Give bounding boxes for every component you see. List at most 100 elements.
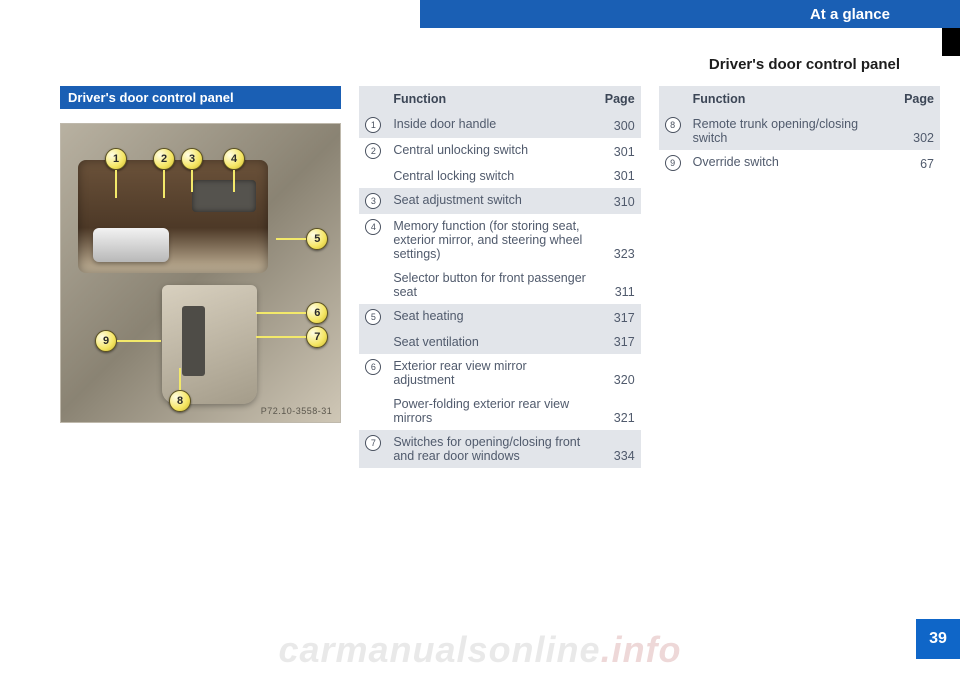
callout-line (115, 170, 117, 198)
callout-1: 1 (105, 148, 127, 170)
watermark: carmanualsonline.info (0, 629, 960, 671)
column-left: Driver's door control panel 1 2 3 4 5 6 (60, 86, 341, 468)
index-circle: 8 (665, 117, 681, 133)
watermark-main: carmanualsonline (278, 629, 600, 670)
row-index-cell (359, 330, 387, 354)
row-function-cell: Seat ventilation (387, 330, 596, 354)
header-function: Function (687, 86, 896, 112)
row-page-cell: 302 (896, 112, 940, 150)
callout-2: 2 (153, 148, 175, 170)
callout-8: 8 (169, 390, 191, 412)
header-page: Page (896, 86, 940, 112)
column-middle: Function Page 1 Inside door handle300 2 Cen… (359, 86, 640, 468)
table-row: 9 Override switch67 (659, 150, 940, 176)
row-function-cell: Central locking switch (387, 164, 596, 188)
callout-6: 6 (306, 302, 328, 324)
row-page-cell: 300 (597, 112, 641, 138)
row-function-cell: Override switch (687, 150, 896, 176)
callout-line (117, 340, 161, 342)
row-function-cell: Inside door handle (387, 112, 596, 138)
index-circle: 9 (665, 155, 681, 171)
index-circle: 3 (365, 193, 381, 209)
door-panel-photo: 1 2 3 4 5 6 7 8 9 P72.10-3558-31 (60, 123, 341, 423)
page-number: 39 (929, 630, 947, 648)
row-function-cell: Power-folding exterior rear view mirrors (387, 392, 596, 430)
image-reference: P72.10-3558-31 (261, 406, 333, 416)
section-title: Driver's door control panel (60, 56, 940, 73)
callout-line (163, 170, 165, 198)
row-page-cell: 320 (597, 354, 641, 392)
photo-lower-panel (162, 285, 257, 404)
table-row: 6Exterior rear view mirror adjustment320 (359, 354, 640, 392)
row-index-cell (359, 164, 387, 188)
table-row: 1 Inside door handle300 (359, 112, 640, 138)
table-header-row: Function Page (659, 86, 940, 112)
callout-9: 9 (95, 330, 117, 352)
table-row: 3 Seat adjustment switch310 (359, 188, 640, 214)
callout-4: 4 (223, 148, 245, 170)
row-index-cell: 9 (659, 150, 687, 176)
index-circle: 7 (365, 435, 381, 451)
row-page-cell: 323 (597, 214, 641, 266)
index-circle: 1 (365, 117, 381, 133)
index-circle: 5 (365, 309, 381, 325)
row-function-cell: Central unlocking switch (387, 138, 596, 164)
callout-line (233, 170, 235, 192)
table-row: 7 Switches for opening/closing front and … (359, 430, 640, 468)
row-page-cell: 321 (597, 392, 641, 430)
row-index-cell: 8 (659, 112, 687, 150)
row-function-cell: Remote trunk opening/closing switch (687, 112, 896, 150)
row-page-cell: 310 (597, 188, 641, 214)
callout-5: 5 (306, 228, 328, 250)
header-page: Page (597, 86, 641, 112)
row-index-cell: 2 (359, 138, 387, 164)
function-table-2: Function Page 8 Remote trunk opening/clos… (659, 86, 940, 176)
row-function-cell: Exterior rear view mirror adjustment (387, 354, 596, 392)
header-function: Function (387, 86, 596, 112)
header-blank (659, 86, 687, 112)
row-index-cell: 3 (359, 188, 387, 214)
index-circle: 4 (365, 219, 381, 235)
left-heading: Driver's door control panel (60, 86, 341, 109)
index-circle: 2 (365, 143, 381, 159)
callout-3: 3 (181, 148, 203, 170)
callout-7: 7 (306, 326, 328, 348)
table-row: 2 Central unlocking switch301 (359, 138, 640, 164)
row-index-cell: 6 (359, 354, 387, 392)
photo-window-switches (182, 306, 205, 375)
table-row: 4 Memory function (for storing seat, exte… (359, 214, 640, 266)
row-page-cell: 317 (597, 330, 641, 354)
table-row: 5 Seat heating317 (359, 304, 640, 330)
row-function-cell: Seat heating (387, 304, 596, 330)
column-right: Function Page 8 Remote trunk opening/clos… (659, 86, 940, 468)
watermark-suffix: .info (601, 629, 682, 670)
header-blank (359, 86, 387, 112)
table-header-row: Function Page (359, 86, 640, 112)
row-index-cell: 5 (359, 304, 387, 330)
table-row: Central locking switch301 (359, 164, 640, 188)
callout-line (256, 312, 306, 314)
row-page-cell: 67 (896, 150, 940, 176)
chapter-title: At a glance (810, 6, 890, 23)
function-table-1: Function Page 1 Inside door handle300 2 Cen… (359, 86, 640, 468)
row-page-cell: 317 (597, 304, 641, 330)
photo-button-cluster (192, 180, 257, 212)
content-columns: Driver's door control panel 1 2 3 4 5 6 (60, 86, 940, 468)
row-index-cell (359, 392, 387, 430)
row-index-cell: 7 (359, 430, 387, 468)
callout-line (179, 368, 181, 390)
photo-door-handle (93, 228, 169, 262)
table-row: Seat ventilation317 (359, 330, 640, 354)
row-page-cell: 301 (597, 138, 641, 164)
row-function-cell: Switches for opening/closing front and r… (387, 430, 596, 468)
row-function-cell: Memory function (for storing seat, exter… (387, 214, 596, 266)
callout-line (191, 170, 193, 192)
row-function-cell: Seat adjustment switch (387, 188, 596, 214)
page-number-badge: 39 (916, 619, 960, 659)
callout-line (256, 336, 306, 338)
callout-line (276, 238, 306, 240)
table-row: Power-folding exterior rear view mirrors… (359, 392, 640, 430)
thumb-tab (942, 28, 960, 56)
table-row: Selector button for front passenger seat… (359, 266, 640, 304)
row-function-cell: Selector button for front passenger seat (387, 266, 596, 304)
